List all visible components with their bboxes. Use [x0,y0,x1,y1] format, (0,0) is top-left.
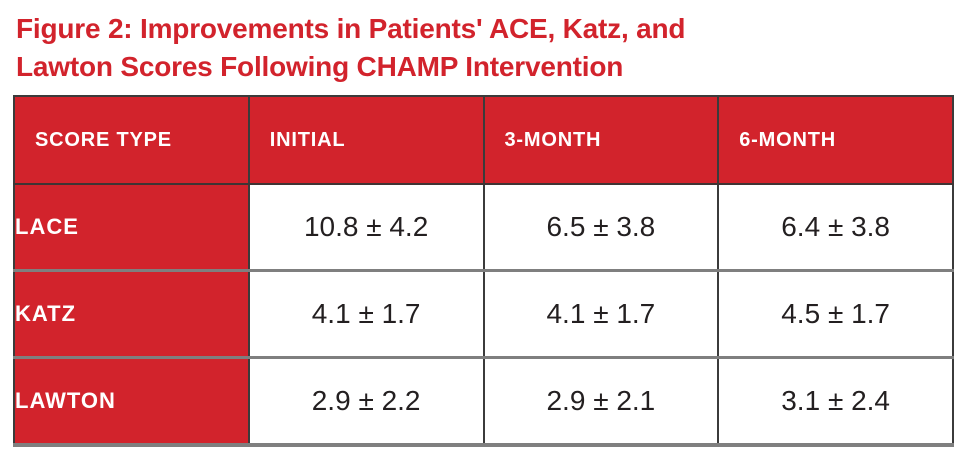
table-header-row: SCORE TYPE INITIAL 3-MONTH 6-MONTH [14,96,953,185]
table-row-katz: KATZ 4.1 ± 1.7 4.1 ± 1.7 4.5 ± 1.7 [14,269,953,358]
table-row-lace: LACE 10.8 ± 4.2 6.5 ± 3.8 6.4 ± 3.8 [14,184,953,271]
figure-title-line-2: Lawton Scores Following CHAMP Interventi… [16,51,624,82]
table-row-lawton: LAWTON 2.9 ± 2.2 2.9 ± 2.1 3.1 ± 2.4 [14,356,953,445]
lawton-6-month-value: 3.1 ± 2.4 [717,356,953,445]
column-header-score-type: SCORE TYPE [14,96,249,185]
lawton-3-month-value: 2.9 ± 2.1 [482,356,719,445]
katz-6-month-value: 4.5 ± 1.7 [717,269,953,358]
lace-initial-value: 10.8 ± 4.2 [247,184,484,271]
scores-table: SCORE TYPE INITIAL 3-MONTH 6-MONTH LACE … [13,95,954,447]
lawton-initial-value: 2.9 ± 2.2 [247,356,484,445]
katz-initial-value: 4.1 ± 1.7 [247,269,484,358]
row-label-lace: LACE [14,184,249,271]
column-header-initial: INITIAL [247,96,484,185]
lace-6-month-value: 6.4 ± 3.8 [717,184,953,271]
lace-3-month-value: 6.5 ± 3.8 [482,184,719,271]
katz-3-month-value: 4.1 ± 1.7 [482,269,719,358]
row-label-lawton: LAWTON [14,356,249,445]
column-header-3-month: 3-MONTH [482,96,719,185]
row-label-katz: KATZ [14,269,249,358]
column-header-6-month: 6-MONTH [717,96,953,185]
figure-title-line-1: Figure 2: Improvements in Patients' ACE,… [16,13,686,44]
figure-title: Figure 2: Improvements in Patients' ACE,… [16,10,967,86]
